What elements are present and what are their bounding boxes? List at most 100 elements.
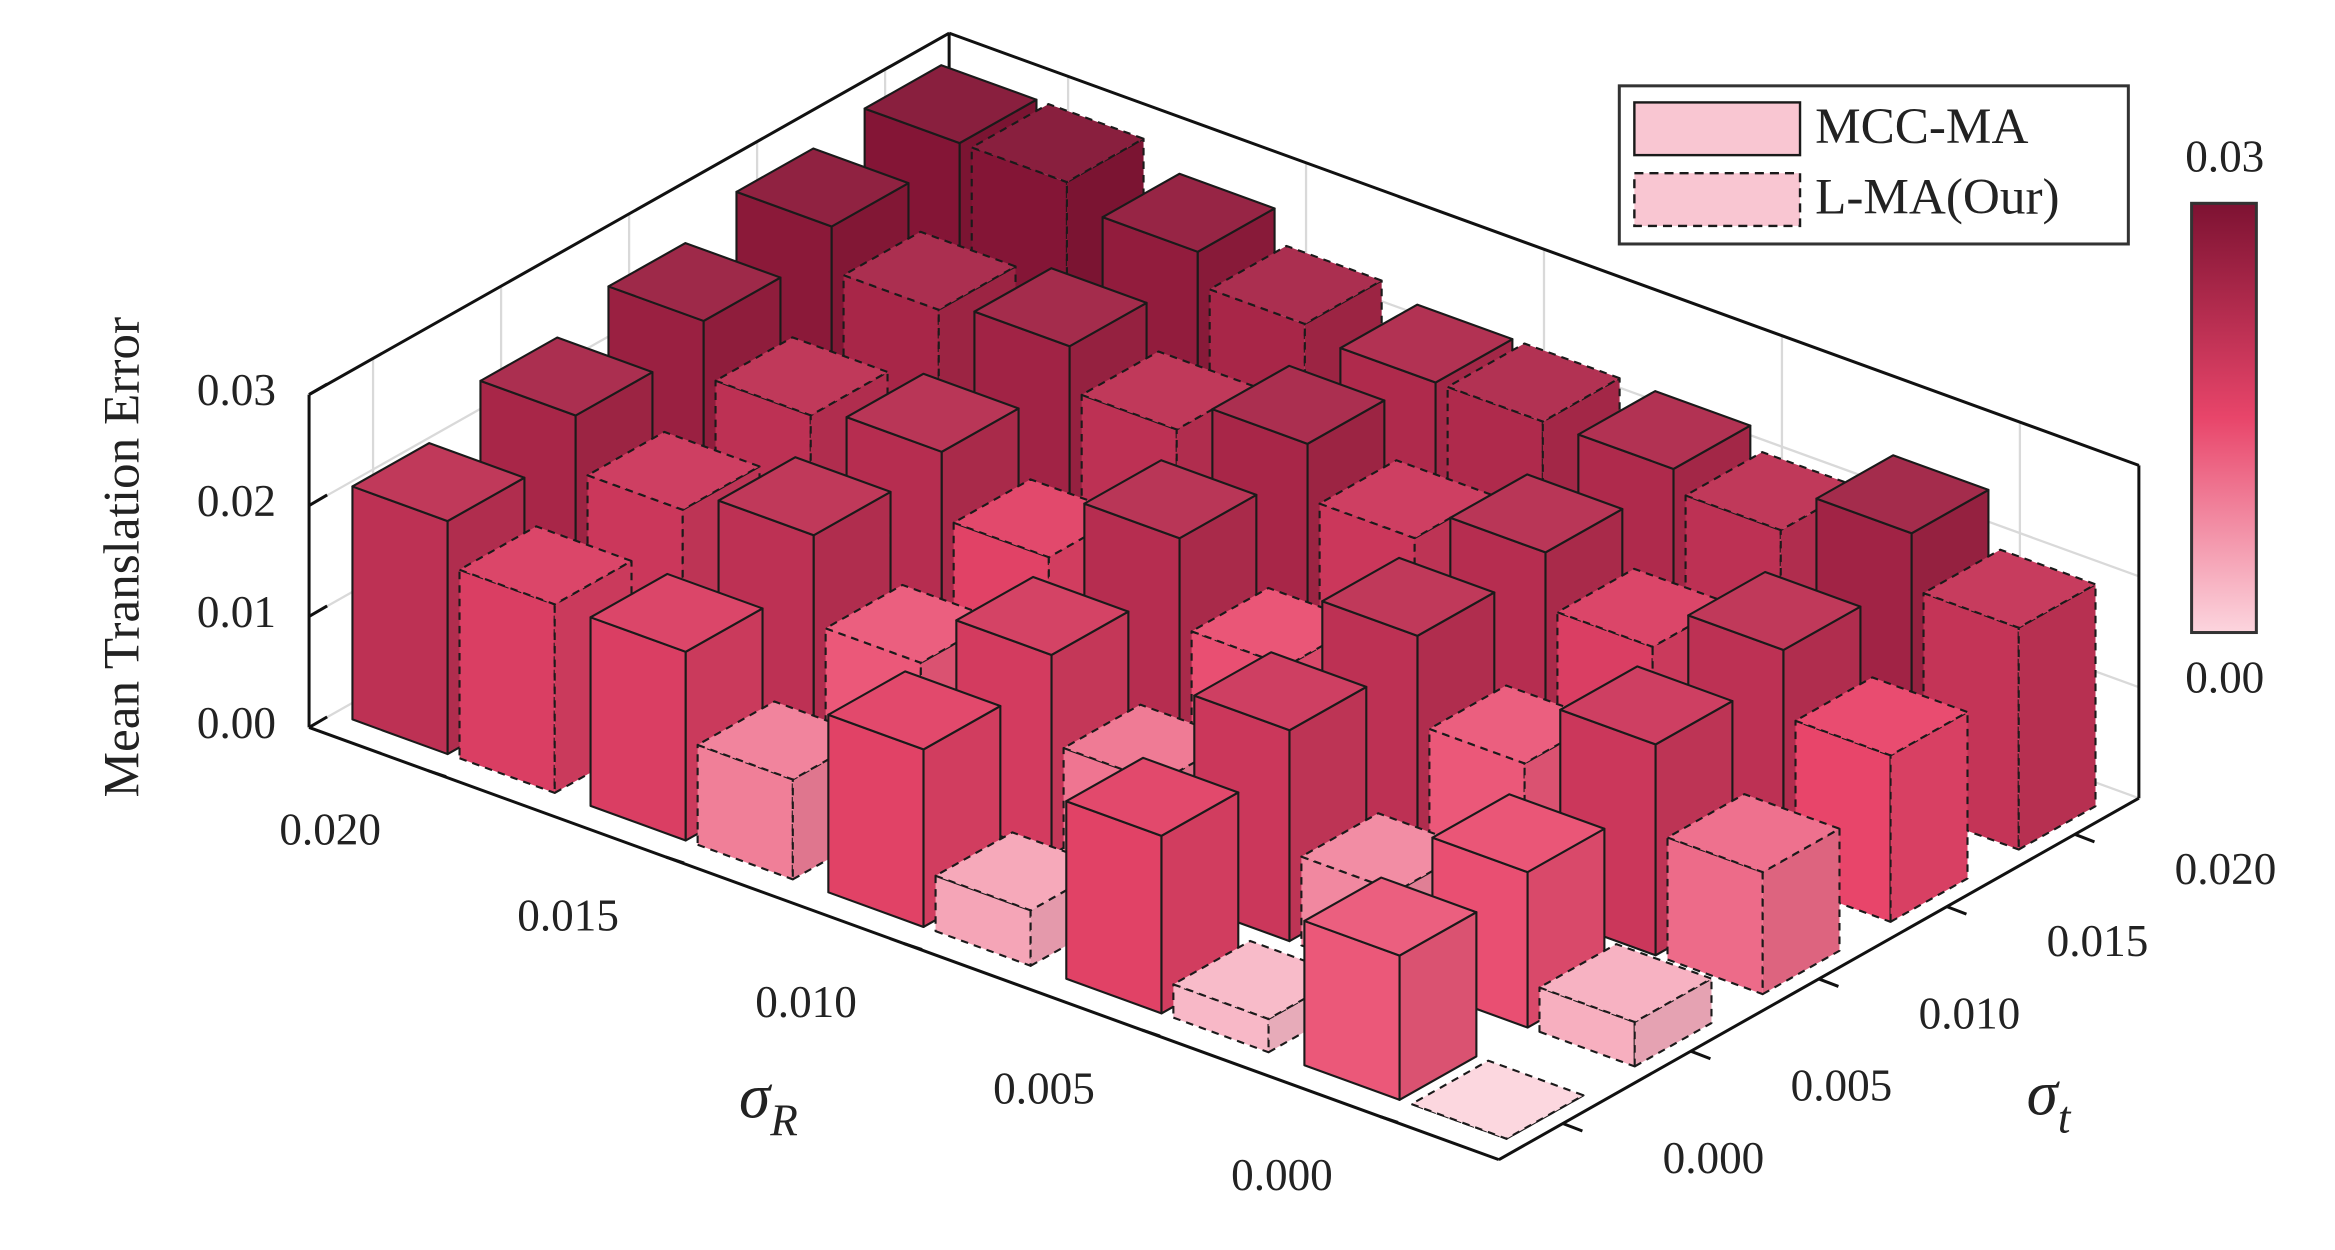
bar-face	[717, 456, 892, 537]
bar-face	[1538, 943, 1713, 1024]
bar-face	[973, 267, 1148, 348]
bar-face	[696, 743, 794, 881]
bar-face	[955, 575, 1130, 657]
bar-face	[1318, 459, 1493, 540]
bar-face	[1065, 756, 1240, 837]
bar-face	[952, 478, 1127, 559]
legend-swatch	[1633, 171, 1802, 228]
bar-face	[1446, 342, 1621, 423]
y-tick	[1946, 905, 1967, 916]
bar-face	[696, 700, 871, 781]
bar-face	[714, 336, 889, 417]
bar-face	[586, 430, 761, 511]
legend-swatch	[1633, 101, 1802, 157]
legend-label: L-MA(Our)	[1815, 169, 2060, 226]
bar-face	[479, 336, 654, 417]
bar-face	[1428, 684, 1603, 765]
bar-face	[1410, 1059, 1585, 1140]
bar-face	[458, 568, 556, 794]
bar-face	[1339, 303, 1514, 384]
x-tick-label: 0.005	[993, 1064, 1095, 1114]
bar	[1410, 1059, 1585, 1140]
bar-face	[1080, 350, 1255, 431]
bar-face	[934, 831, 1109, 912]
bar-face	[1211, 364, 1386, 445]
bar-face	[1577, 390, 1752, 471]
y-tick-label: 0.020	[2175, 844, 2277, 894]
bar-face	[1815, 454, 1990, 535]
bar-face	[1190, 586, 1365, 668]
bar-face	[827, 670, 1002, 751]
bar-face	[1633, 977, 1713, 1068]
bar-face	[351, 485, 449, 756]
z-tick-label: 0.02	[197, 476, 276, 526]
colorbar-tick-label: 0.00	[2185, 653, 2264, 703]
x-tick	[1141, 1028, 1161, 1038]
bar-face	[1321, 556, 1496, 637]
z-tick	[308, 493, 328, 507]
z-axis-label: Mean Translation Error	[94, 317, 151, 798]
axis-symbol: σ	[739, 1061, 773, 1131]
x-tick-label: 0.020	[279, 804, 381, 854]
x-tick	[665, 855, 685, 865]
x-tick	[1379, 1114, 1399, 1124]
bar	[1538, 943, 1713, 1068]
axis-symbol: σ	[2027, 1058, 2061, 1128]
axis-subscript: R	[769, 1096, 798, 1146]
bar-face	[1303, 876, 1478, 957]
z-tick-label: 0.01	[197, 587, 276, 637]
z-tick	[308, 715, 328, 729]
bar-face	[1666, 793, 1841, 874]
axis-label: σR	[739, 1061, 798, 1145]
z-tick	[308, 382, 328, 396]
bar-face	[863, 64, 1038, 145]
bar-face	[1556, 567, 1731, 648]
bar-face	[842, 230, 1017, 311]
axis-line	[308, 31, 950, 396]
bar-face	[2017, 583, 2097, 851]
bar-face	[1208, 244, 1383, 326]
bar-face	[1193, 651, 1368, 732]
x-tick	[903, 942, 923, 951]
y-tick	[1690, 1049, 1711, 1061]
y-tick	[2074, 832, 2095, 844]
bar-face	[1559, 665, 1734, 746]
bar	[1303, 876, 1478, 1101]
z-tick	[308, 604, 328, 618]
bar-face	[458, 525, 633, 606]
colorbar	[2190, 201, 2258, 635]
bar-face	[1538, 986, 1636, 1068]
bar-face	[1922, 548, 2097, 629]
bar-face	[1172, 983, 1270, 1054]
bar-face	[824, 583, 999, 664]
bar-face	[589, 572, 764, 653]
bar-face	[1794, 676, 1969, 757]
bar-face	[1687, 570, 1862, 652]
y-tick-label: 0.005	[1791, 1061, 1893, 1111]
bar-face	[1172, 939, 1347, 1021]
y-tick-label: 0.010	[1919, 988, 2021, 1038]
y-tick	[1562, 1122, 1583, 1133]
bar-face	[1300, 812, 1475, 893]
y-tick-label: 0.000	[1663, 1133, 1765, 1183]
bar-face	[845, 372, 1020, 453]
bar-face	[1449, 473, 1624, 554]
bar-face	[1065, 800, 1163, 1015]
z-tick-label: 0.03	[197, 365, 276, 415]
bar-face	[589, 616, 687, 842]
x-tick-label: 0.010	[755, 977, 857, 1027]
legend-label: MCC-MA	[1815, 98, 2028, 155]
bar-face	[1083, 459, 1258, 540]
bar-face	[970, 103, 1145, 184]
y-tick	[1818, 977, 1839, 988]
bar-face	[1431, 793, 1606, 874]
bar-face	[1684, 451, 1859, 532]
bar	[1794, 676, 1969, 923]
axis-subscript: t	[2058, 1093, 2072, 1143]
bar-face	[1889, 710, 1969, 923]
bar	[1666, 793, 1841, 996]
z-tick-label: 0.00	[197, 698, 276, 748]
axis-label: σt	[2027, 1058, 2072, 1142]
